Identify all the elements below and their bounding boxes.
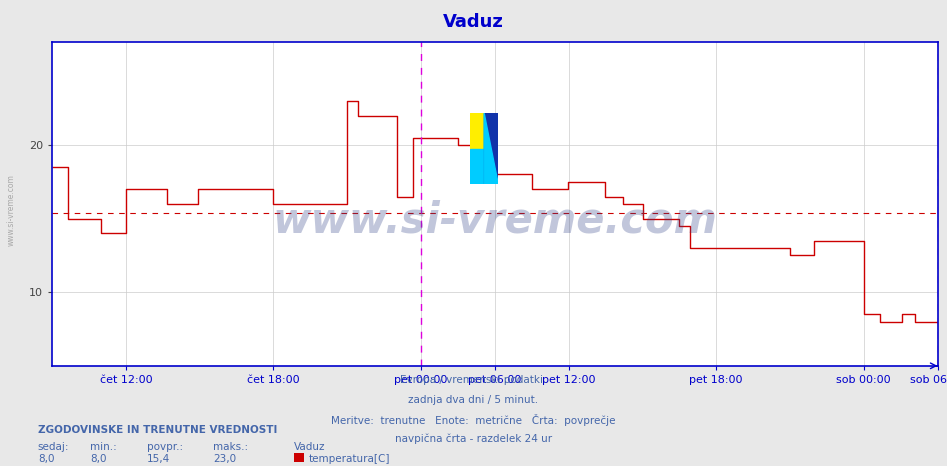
Text: Vaduz: Vaduz (443, 13, 504, 31)
Bar (484, 113, 498, 185)
Text: maks.:: maks.: (213, 442, 248, 452)
Text: navpična črta - razdelek 24 ur: navpična črta - razdelek 24 ur (395, 434, 552, 445)
Text: www.si-vreme.com: www.si-vreme.com (7, 174, 16, 246)
Polygon shape (484, 113, 498, 185)
Text: www.si-vreme.com: www.si-vreme.com (273, 199, 717, 241)
Text: zadnja dva dni / 5 minut.: zadnja dva dni / 5 minut. (408, 395, 539, 404)
Text: povpr.:: povpr.: (147, 442, 183, 452)
Text: min.:: min.: (90, 442, 116, 452)
Text: 15,4: 15,4 (147, 454, 170, 464)
Text: 23,0: 23,0 (213, 454, 236, 464)
Bar (470, 113, 484, 149)
Text: 8,0: 8,0 (90, 454, 106, 464)
Text: temperatura[C]: temperatura[C] (309, 454, 390, 464)
Text: 8,0: 8,0 (38, 454, 54, 464)
Text: Vaduz: Vaduz (294, 442, 325, 452)
Text: ZGODOVINSKE IN TRENUTNE VREDNOSTI: ZGODOVINSKE IN TRENUTNE VREDNOSTI (38, 425, 277, 435)
Text: Evropa / vremenski podatki.: Evropa / vremenski podatki. (401, 375, 546, 385)
Bar (470, 149, 484, 185)
Text: Meritve:  trenutne   Enote:  metrične   Črta:  povprečje: Meritve: trenutne Enote: metrične Črta: … (331, 414, 616, 426)
Text: sedaj:: sedaj: (38, 442, 69, 452)
